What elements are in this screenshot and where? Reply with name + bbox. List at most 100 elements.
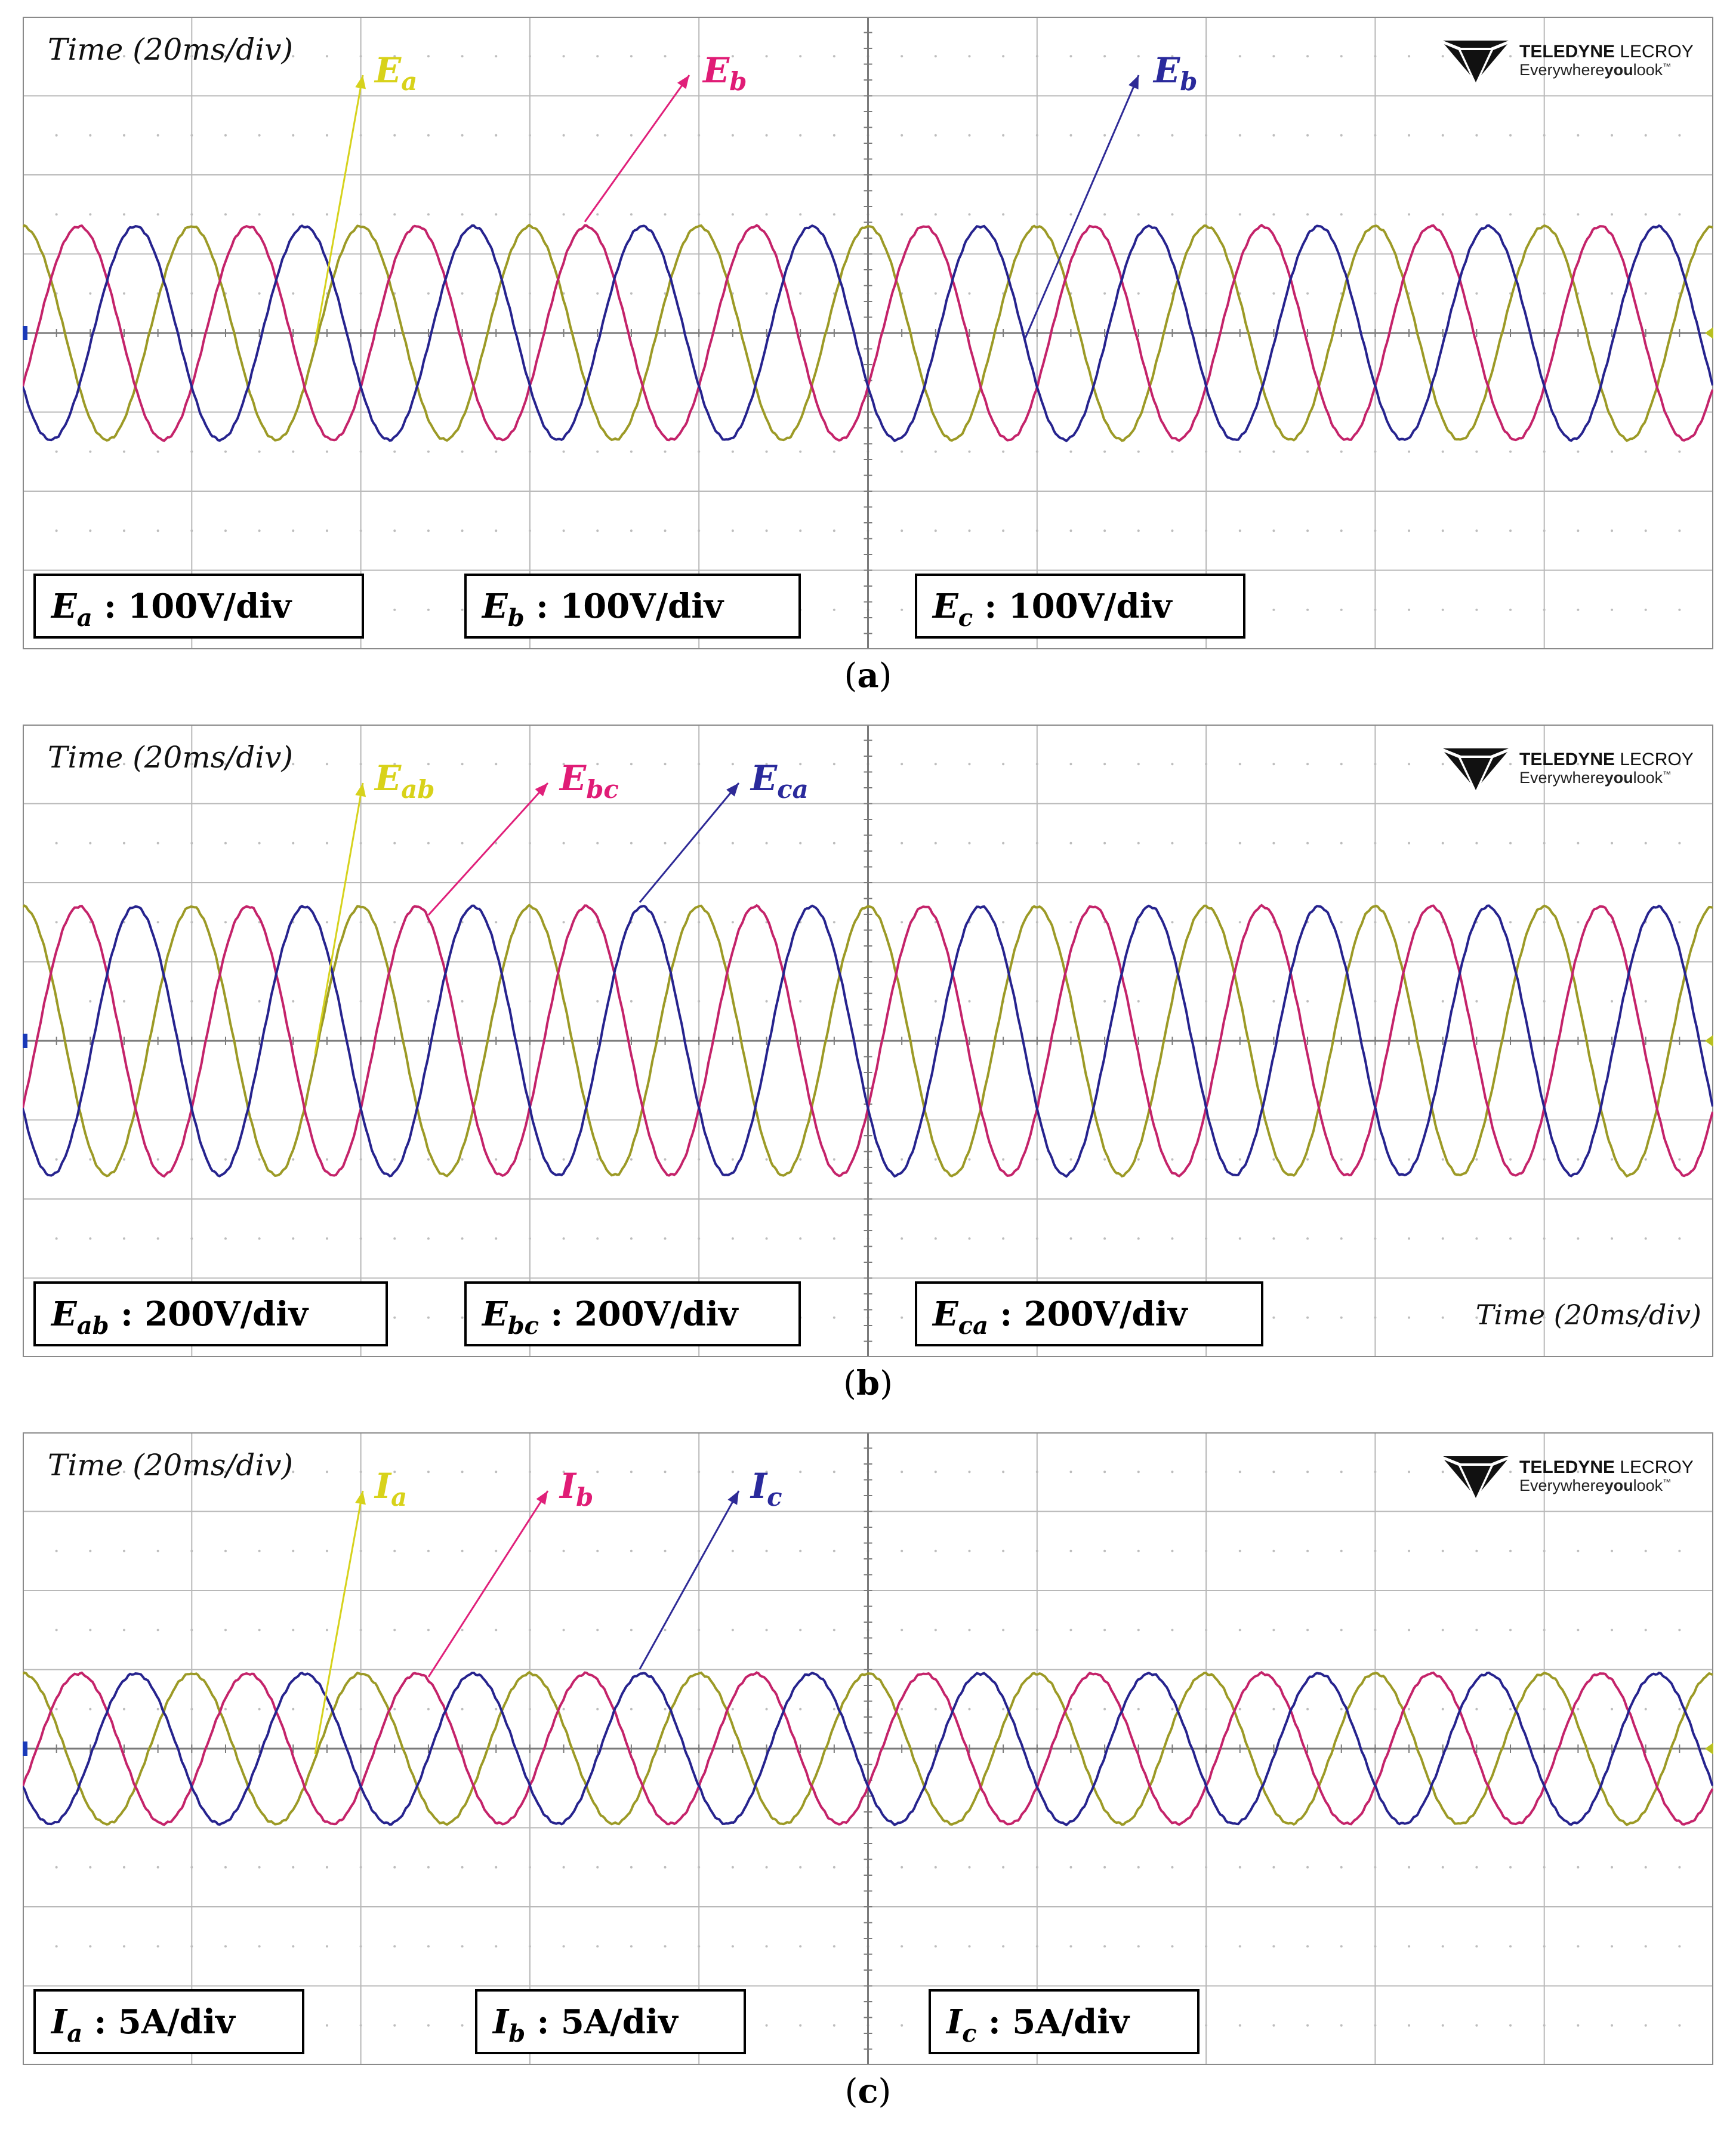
- grid-dot: [1441, 1000, 1444, 1003]
- grid-dot: [393, 1471, 396, 1474]
- annotation-label-Ia: Ia: [374, 1466, 407, 1512]
- grid-dot: [562, 1158, 565, 1161]
- grid-dot: [292, 1549, 295, 1552]
- grid-dot: [1171, 55, 1174, 58]
- grid-dot: [630, 1549, 633, 1552]
- annotation-arrow: [314, 75, 364, 343]
- grid-dot: [1103, 450, 1106, 453]
- grid-dot: [1678, 608, 1681, 611]
- channel-marker-icon: [23, 326, 27, 340]
- grid-dot: [1408, 1629, 1411, 1632]
- grid-dot: [1543, 842, 1546, 844]
- grid-dot: [89, 1471, 92, 1474]
- arrowhead-icon: [355, 1491, 366, 1505]
- grid-dot: [1543, 1237, 1546, 1240]
- grid-dot: [832, 450, 835, 453]
- grid-dot: [1543, 921, 1546, 924]
- grid-dot: [1035, 1629, 1038, 1632]
- grid-dot: [1577, 1158, 1580, 1161]
- grid-dot: [934, 1707, 937, 1710]
- grid-dot: [1611, 134, 1614, 137]
- grid-dot: [55, 1945, 58, 1948]
- grid-dot: [1103, 1549, 1106, 1552]
- grid-dot: [1475, 1237, 1478, 1240]
- grid-dot: [1340, 1316, 1343, 1319]
- grid-dot: [1137, 529, 1140, 532]
- grid-dot: [224, 1237, 227, 1240]
- grid-dot: [325, 134, 328, 137]
- grid-dot: [1171, 1237, 1174, 1240]
- wave-annotations: Ia Ib Ic: [314, 1466, 782, 1755]
- grid-dot: [528, 763, 531, 766]
- grid-dot: [1408, 134, 1411, 137]
- grid-dot: [1069, 450, 1072, 453]
- grid-dot: [562, 763, 565, 766]
- grid-dot: [1069, 529, 1072, 532]
- grid-dot: [1035, 213, 1038, 216]
- grid-dot: [731, 921, 734, 924]
- grid-dot: [1340, 450, 1343, 453]
- grid-dot: [359, 1158, 362, 1161]
- grid-dot: [1509, 763, 1512, 766]
- grid-dot: [596, 1158, 599, 1161]
- caption-b: (b): [843, 1364, 893, 1403]
- grid-dot: [799, 1629, 802, 1632]
- grid-dot: [596, 529, 599, 532]
- grid-dot: [1306, 529, 1309, 532]
- grid-dot: [1577, 1316, 1580, 1319]
- grid-dot: [1340, 213, 1343, 216]
- grid-dot: [122, 1000, 125, 1003]
- grid-dot: [832, 213, 835, 216]
- grid-dot: [122, 1945, 125, 1948]
- grid-dot: [258, 292, 261, 295]
- grid-dot: [1069, 1471, 1072, 1474]
- grid-dot: [1137, 1237, 1140, 1240]
- grid-dot: [224, 1707, 227, 1710]
- grid-dot: [495, 763, 498, 766]
- grid-dot: [89, 921, 92, 924]
- grid-dot: [1678, 1471, 1681, 1474]
- grid-dot: [427, 1629, 430, 1632]
- grid-dot: [1611, 1000, 1614, 1003]
- grid-dot: [224, 1158, 227, 1161]
- grid-dot: [1543, 450, 1546, 453]
- grid-dot: [325, 450, 328, 453]
- grid-dot: [562, 1866, 565, 1869]
- grid-dot: [1069, 1707, 1072, 1710]
- grid-dot: [1002, 1471, 1005, 1474]
- grid-dot: [934, 1237, 937, 1240]
- grid-dot: [325, 1945, 328, 1948]
- grid-dot: [832, 2024, 835, 2027]
- grid-dot: [1408, 1316, 1411, 1319]
- grid-dot: [630, 1945, 633, 1948]
- grid-dot: [1475, 292, 1478, 295]
- grid-dot: [765, 529, 768, 532]
- grid-dot: [1306, 292, 1309, 295]
- grid-dot: [1644, 292, 1647, 295]
- grid-dot: [359, 450, 362, 453]
- grid-dot: [1374, 213, 1377, 216]
- grid-dot: [427, 450, 430, 453]
- grid-dot: [1611, 842, 1614, 844]
- grid-dot: [630, 134, 633, 137]
- grid-dot: [156, 842, 159, 844]
- grid-dot: [765, 1237, 768, 1240]
- grid-dot: [1577, 1629, 1580, 1632]
- grid-dot: [832, 1866, 835, 1869]
- grid-dot: [596, 842, 599, 844]
- grid-dot: [1644, 2024, 1647, 2027]
- grid-dot: [1509, 842, 1512, 844]
- grid-dot: [1611, 1316, 1614, 1319]
- grid-dot: [1137, 1629, 1140, 1632]
- grid-dot: [224, 450, 227, 453]
- grid-dot: [1002, 134, 1005, 137]
- grid-dot: [765, 450, 768, 453]
- grid-dot: [190, 1549, 193, 1552]
- grid-dot: [427, 1000, 430, 1003]
- grid-dot: [292, 55, 295, 58]
- grid-dot: [765, 1866, 768, 1869]
- grid-dot: [427, 1158, 430, 1161]
- grid-dot: [698, 55, 701, 58]
- grid-dot: [1069, 921, 1072, 924]
- grid-dot: [1205, 1000, 1208, 1003]
